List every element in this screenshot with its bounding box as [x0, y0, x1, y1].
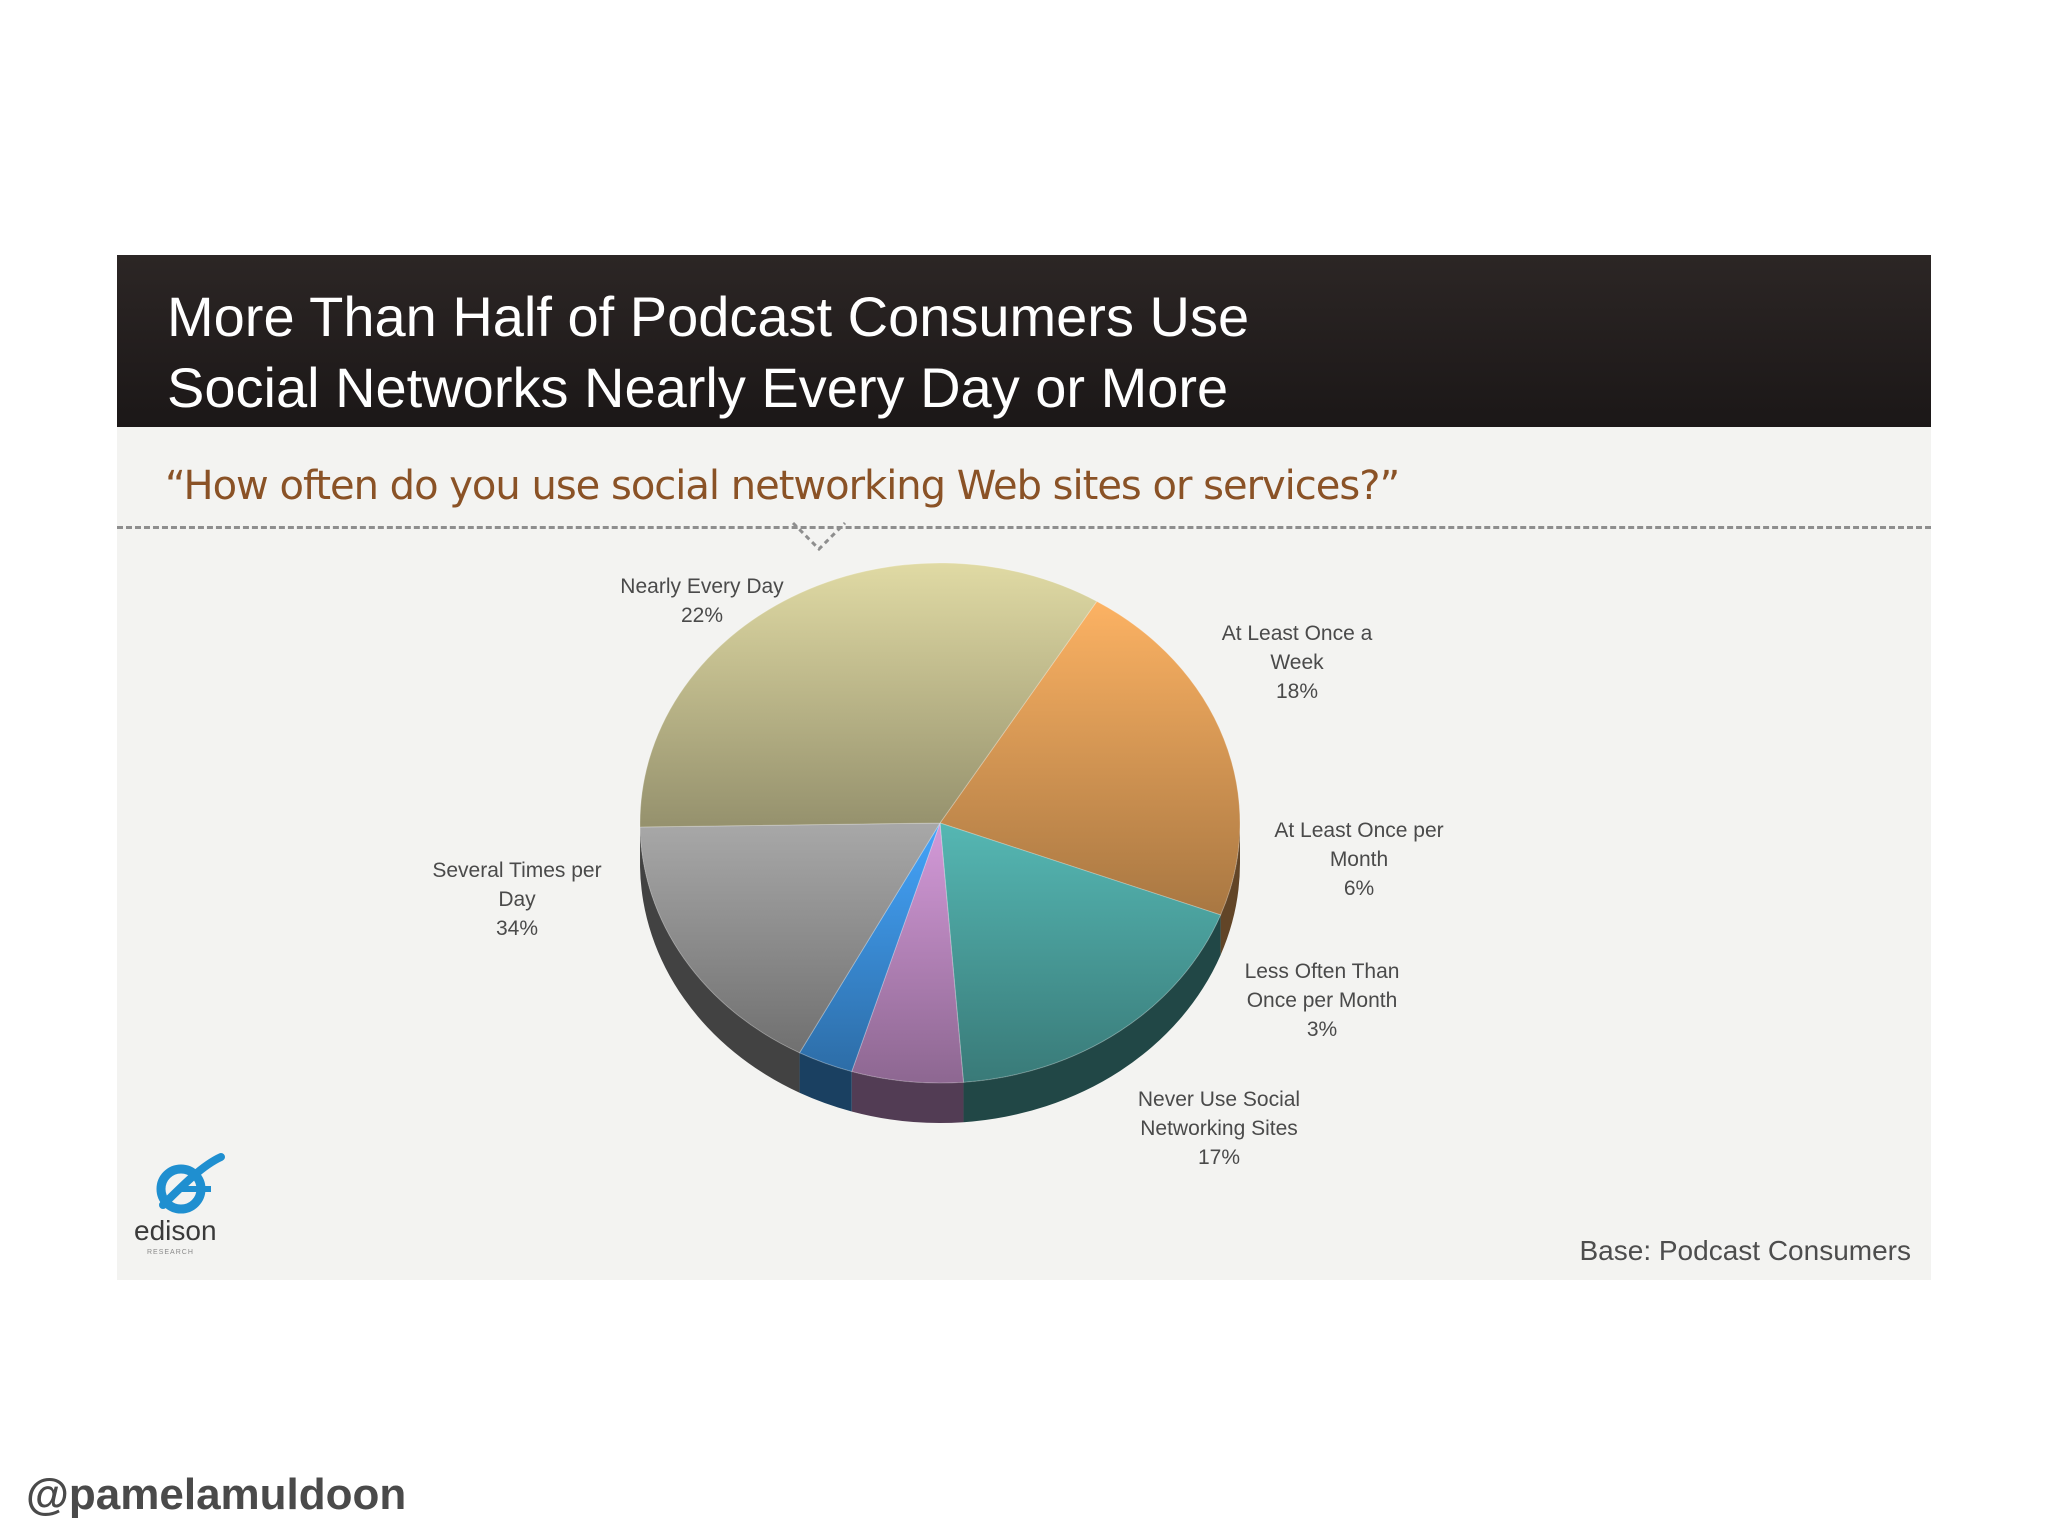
logo-subtext: RESEARCH	[147, 1249, 194, 1256]
pie-label-line: 22%	[681, 604, 723, 627]
pie-slice-5	[639, 562, 1098, 828]
slide: More Than Half of Podcast Consumers Use …	[117, 255, 1931, 1280]
pie-label-4: Never Use Social Networking Sites 17%	[1138, 1088, 1300, 1169]
edison-logo-icon	[156, 1153, 225, 1214]
pie-slice-3	[798, 822, 941, 1073]
pie-label-line: Day	[498, 888, 536, 911]
pie-label-5: Several Times per Day 34%	[432, 859, 601, 940]
pie-label-line: Week	[1270, 651, 1324, 674]
pie-label-3: Less Often Than Once per Month 3%	[1245, 960, 1400, 1041]
pie-side-4	[640, 827, 800, 1093]
title-bar: More Than Half of Podcast Consumers Use …	[117, 255, 1931, 427]
pie-side-walls	[640, 823, 1240, 1123]
pie-slice-0	[939, 600, 1241, 916]
survey-question: “How often do you use social networking …	[165, 463, 1400, 509]
pie-label-line: 18%	[1276, 680, 1318, 703]
pie-side-2	[851, 1071, 964, 1123]
pie-label-line: At Least Once a	[1222, 622, 1373, 645]
pie-label-line: Once per Month	[1247, 989, 1398, 1012]
slide-title-line-2: Social Networks Nearly Every Day or More	[167, 356, 1229, 419]
pie-label-line: Nearly Every Day	[620, 575, 784, 598]
pie-side-1	[963, 914, 1221, 1123]
pie-label-line: Month	[1330, 848, 1388, 871]
pie-label-line: Several Times per	[432, 859, 601, 882]
dashed-divider	[117, 526, 1931, 529]
pie-label-line: 3%	[1307, 1018, 1337, 1041]
pie-slice-1	[939, 822, 1222, 1083]
pie-label-line: Never Use Social	[1138, 1088, 1300, 1111]
pie-label-line: 6%	[1344, 877, 1374, 900]
pie-label-line: Less Often Than	[1245, 960, 1400, 983]
pie-side-0	[1220, 823, 1240, 955]
pie-label-line: Networking Sites	[1140, 1117, 1298, 1140]
slide-title-line-1: More Than Half of Podcast Consumers Use	[167, 285, 1250, 348]
pie-label-line: 17%	[1198, 1146, 1240, 1169]
pie-label-0: Nearly Every Day 22%	[620, 575, 784, 627]
pie-chart: Nearly Every Day 22% At Least Once a Week 18…	[432, 562, 1444, 1169]
pie-label-line: 34%	[496, 917, 538, 940]
logo-text: edison	[134, 1215, 217, 1246]
pie-side-3	[799, 1052, 852, 1112]
pie-slice-4	[639, 822, 941, 1054]
twitter-handle: @pamelamuldoon	[26, 1470, 407, 1519]
divider-notch-icon	[791, 521, 847, 552]
base-note: Base: Podcast Consumers	[1579, 1235, 1912, 1266]
pie-slice-2	[851, 822, 965, 1084]
pie-label-2: At Least Once per Month 6%	[1274, 819, 1443, 900]
pie-label-line: At Least Once per	[1274, 819, 1443, 842]
pie-label-1: At Least Once a Week 18%	[1222, 622, 1373, 703]
